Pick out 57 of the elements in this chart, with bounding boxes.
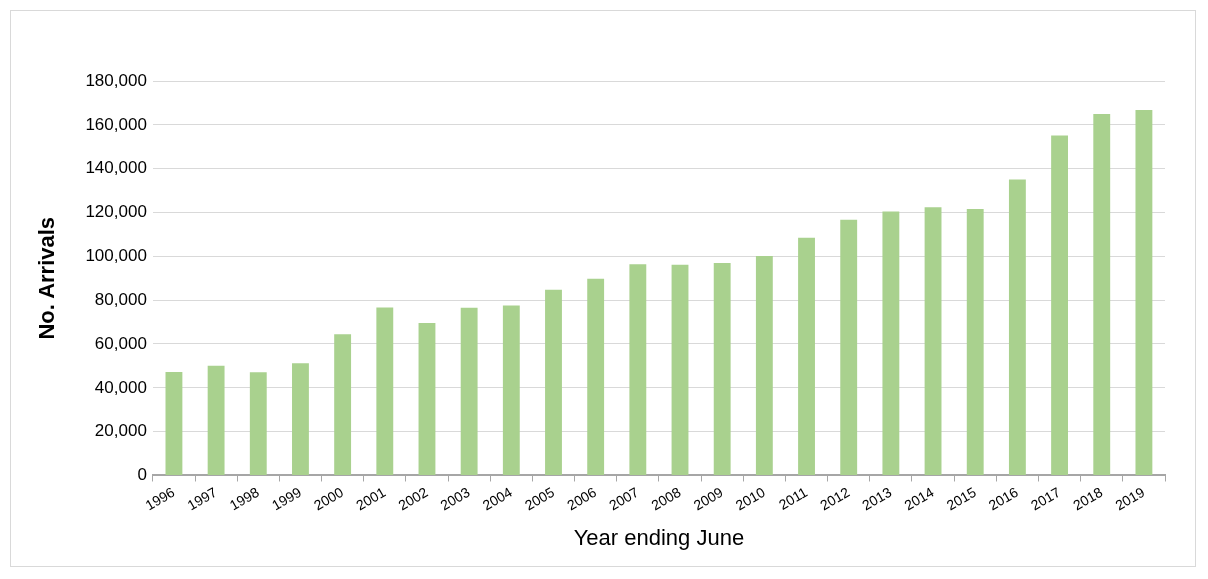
bar bbox=[376, 307, 394, 475]
x-tick-label: 1996 bbox=[142, 483, 178, 514]
x-tick-label: 2009 bbox=[690, 483, 726, 514]
bar bbox=[924, 207, 942, 475]
bar bbox=[418, 322, 436, 475]
bar bbox=[165, 372, 183, 475]
x-tick-label: 1999 bbox=[268, 483, 305, 514]
bar bbox=[1093, 114, 1111, 475]
y-tick-label: 180,000 bbox=[85, 70, 147, 90]
bar bbox=[587, 278, 605, 475]
bar bbox=[798, 237, 815, 475]
x-tick-label: 2018 bbox=[1070, 483, 1106, 514]
bar bbox=[966, 208, 984, 475]
y-tick-label: 80,000 bbox=[94, 289, 147, 309]
x-tick-label: 2000 bbox=[311, 483, 347, 514]
x-tick-label: 2001 bbox=[353, 483, 389, 514]
bar bbox=[292, 363, 309, 475]
x-tick-label: 2013 bbox=[859, 483, 895, 514]
bar bbox=[713, 263, 731, 475]
bar bbox=[629, 264, 647, 475]
bar bbox=[882, 211, 900, 475]
bar bbox=[545, 289, 562, 475]
bar bbox=[671, 264, 689, 475]
y-tick-label: 0 bbox=[137, 465, 147, 485]
x-tick-label: 2015 bbox=[943, 483, 979, 514]
y-tick-label: 20,000 bbox=[94, 421, 147, 441]
x-tick-label: 2008 bbox=[648, 483, 684, 514]
bar bbox=[334, 334, 352, 475]
x-tick-label: 2012 bbox=[817, 483, 853, 514]
x-tick-label: 2014 bbox=[901, 483, 937, 514]
bar bbox=[460, 307, 478, 475]
x-tick-label: 2016 bbox=[985, 483, 1021, 514]
bar bbox=[207, 365, 225, 475]
x-tick-label: 2006 bbox=[564, 483, 600, 514]
bar bbox=[1008, 179, 1026, 475]
y-tick-label: 60,000 bbox=[94, 333, 147, 353]
y-tick-label: 40,000 bbox=[94, 377, 147, 397]
y-tick-label: 120,000 bbox=[85, 202, 147, 222]
x-tick-label: 2002 bbox=[395, 483, 431, 514]
x-tick-label: 2010 bbox=[732, 483, 768, 514]
y-axis-title: No. Arrivals bbox=[34, 216, 60, 340]
x-tick-label: 1997 bbox=[184, 483, 220, 514]
y-tick-label: 160,000 bbox=[85, 114, 147, 134]
bar bbox=[1051, 135, 1068, 475]
bar bbox=[755, 255, 773, 475]
bar bbox=[502, 305, 520, 475]
bar bbox=[249, 372, 267, 475]
y-tick-label: 100,000 bbox=[85, 246, 147, 266]
x-tick-label: 2004 bbox=[479, 483, 515, 514]
x-tick-label: 1998 bbox=[226, 483, 262, 514]
bar bbox=[840, 219, 858, 475]
x-tick-label: 2003 bbox=[437, 483, 473, 514]
y-tick-label: 140,000 bbox=[85, 158, 147, 178]
x-tick-label: 2019 bbox=[1112, 483, 1148, 514]
x-axis-title: Year ending June bbox=[573, 524, 745, 550]
x-tick-label: 2011 bbox=[775, 483, 811, 513]
bar bbox=[1135, 109, 1153, 475]
